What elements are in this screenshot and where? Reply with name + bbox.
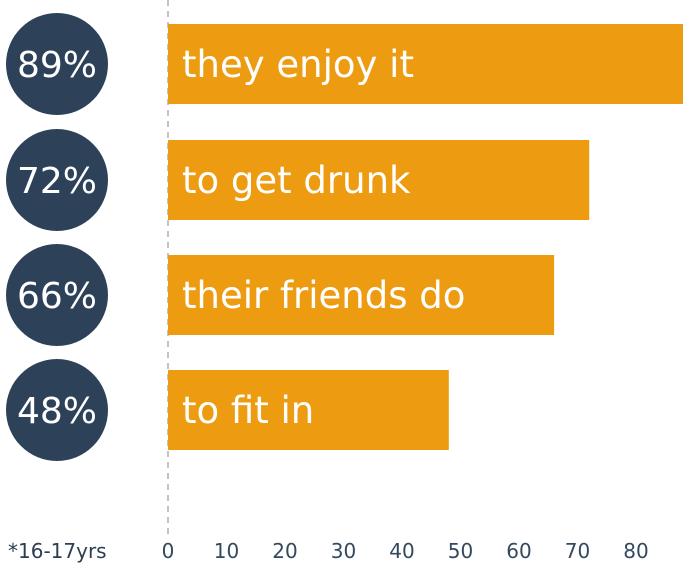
x-tick-label-10: 10 — [214, 539, 239, 563]
value-badges: 89% 72% 66% 48% — [6, 13, 108, 461]
bar-label-4: to fit in — [182, 389, 314, 432]
bar-label-1: they enjoy it — [182, 43, 414, 86]
value-label-3: 66% — [17, 276, 97, 317]
bar-label-3: their friends do — [182, 274, 465, 317]
value-label-4: 48% — [17, 391, 97, 432]
x-axis-ticks: 0 10 20 30 40 50 60 70 80 — [162, 539, 649, 563]
bar-3 — [168, 255, 555, 335]
x-tick-label-70: 70 — [565, 539, 590, 563]
value-label-1: 89% — [17, 45, 97, 86]
x-tick-label-0: 0 — [162, 539, 175, 563]
footnote: *16-17yrs — [8, 539, 107, 563]
x-tick-label-80: 80 — [623, 539, 648, 563]
x-tick-label-50: 50 — [448, 539, 473, 563]
bar-1 — [168, 24, 683, 104]
value-badge-4 — [6, 359, 108, 461]
x-tick-label-60: 60 — [506, 539, 531, 563]
x-tick-label-20: 20 — [272, 539, 297, 563]
value-badge-2 — [6, 129, 108, 231]
x-tick-label-30: 30 — [331, 539, 356, 563]
value-label-2: 72% — [17, 161, 97, 202]
bar-label-2: to get drunk — [182, 159, 411, 202]
value-badge-1 — [6, 13, 108, 115]
bar-4 — [168, 370, 449, 450]
bar-2 — [168, 140, 590, 220]
bars: they enjoy it to get drunk their friends d… — [168, 24, 683, 450]
x-tick-label-40: 40 — [389, 539, 414, 563]
value-badge-3 — [6, 244, 108, 346]
